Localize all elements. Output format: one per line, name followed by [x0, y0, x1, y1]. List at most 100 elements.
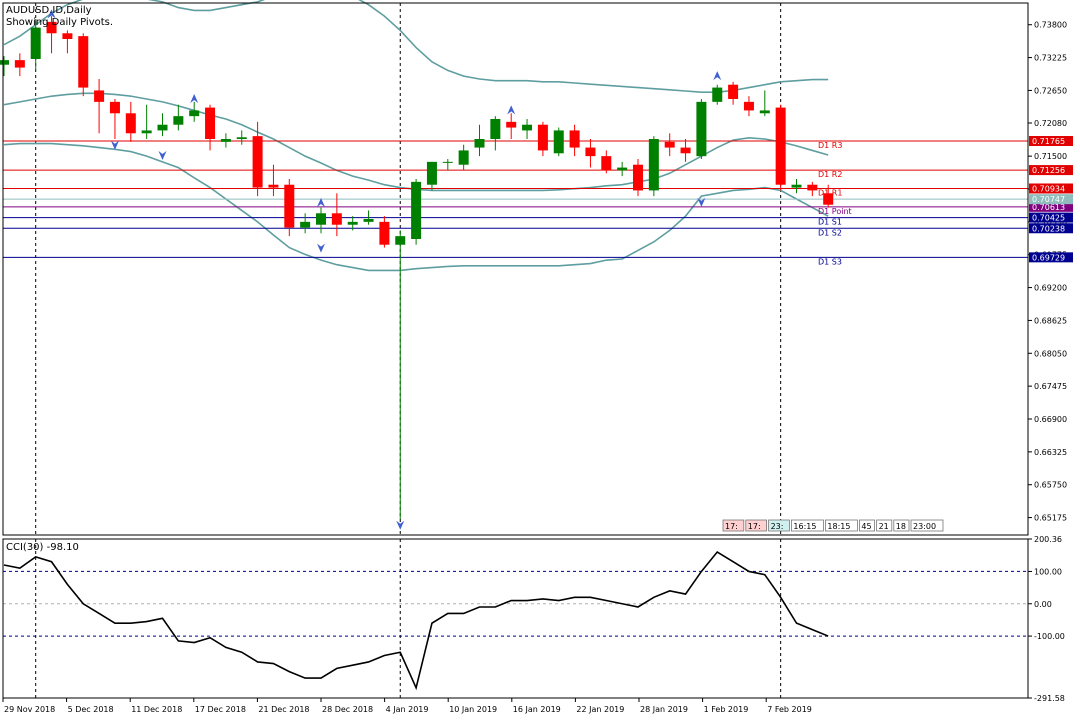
- main-panel-frame: [2, 2, 1029, 536]
- session-label: 45: [861, 522, 871, 531]
- price-tick-label: 0.65175: [1034, 514, 1067, 523]
- candle-body: [46, 21, 57, 34]
- time-tick-label: 28 Jan 2019: [640, 705, 688, 714]
- candle-body: [347, 221, 358, 225]
- candle-body: [109, 101, 120, 114]
- session-label: 21: [879, 522, 889, 531]
- fractal-down-icon: [317, 243, 325, 253]
- candle-body: [331, 213, 342, 225]
- price-tick-label: 0.66900: [1034, 415, 1067, 424]
- time-tick-label: 21 Dec 2018: [258, 705, 309, 714]
- session-box: [859, 519, 876, 532]
- bid-price-box: [1029, 194, 1073, 205]
- pivot-line-label: D1 S3: [818, 257, 842, 266]
- candle-body: [823, 193, 834, 205]
- candle-body: [680, 147, 691, 154]
- fractal-down-icon: [396, 520, 405, 530]
- time-tick-label: 16 Jan 2019: [513, 705, 561, 714]
- candle-body: [617, 167, 628, 171]
- candle-body: [220, 139, 231, 142]
- candle-body: [807, 184, 818, 191]
- pivot-price-box: [1029, 212, 1073, 223]
- candle-body: [458, 150, 469, 165]
- candle-body: [490, 119, 501, 139]
- candle-body: [601, 156, 612, 171]
- pivot-price-box: [1029, 201, 1073, 212]
- time-tick-label: 28 Dec 2018: [322, 705, 373, 714]
- price-tick-label: 0.65750: [1034, 481, 1067, 490]
- session-label: 16:15: [793, 522, 816, 531]
- time-tick-label: 4 Jan 2019: [386, 705, 429, 714]
- cci-panel-frame: [2, 538, 1029, 699]
- fractal-up-icon: [507, 105, 516, 115]
- candle-body: [125, 113, 136, 134]
- time-tick-label: 5 Dec 2018: [68, 705, 114, 714]
- session-box: [768, 519, 790, 532]
- candle-body: [157, 124, 168, 131]
- pivot-price-label: 0.70934: [1032, 184, 1065, 193]
- pivot-price-box: [1029, 223, 1073, 234]
- candle-body: [411, 181, 422, 239]
- time-tick-label: 17 Dec 2018: [195, 705, 246, 714]
- candle-body: [743, 101, 754, 111]
- session-label: 18:15: [827, 522, 850, 531]
- candle-body: [775, 107, 786, 185]
- fractal-up-icon: [317, 198, 325, 207]
- candle-body: [553, 130, 564, 154]
- candle-body: [569, 130, 580, 148]
- fractal-down-icon: [110, 140, 119, 150]
- candle-body: [14, 60, 25, 68]
- candle-body: [78, 36, 89, 88]
- session-label: 23:: [771, 522, 784, 531]
- candle-body: [537, 124, 548, 151]
- candle-body: [696, 101, 707, 157]
- session-box: [893, 519, 910, 532]
- pivot-price-label: 0.71765: [1032, 137, 1065, 146]
- price-tick-label: 0.72650: [1034, 86, 1067, 95]
- candle-body: [268, 184, 279, 188]
- session-box: [825, 519, 858, 532]
- price-tick-label: 0.73225: [1034, 54, 1067, 63]
- price-tick-label: 0.72080: [1034, 119, 1067, 128]
- candle-body: [395, 236, 406, 245]
- time-tick-label: 7 Feb 2019: [767, 705, 812, 714]
- fractal-up-icon: [190, 94, 199, 103]
- pivot-price-box: [1029, 165, 1073, 176]
- cci-tick-label: -100.00: [1034, 632, 1065, 641]
- candle-body: [759, 110, 770, 114]
- candle-body: [474, 139, 485, 148]
- candle-body: [712, 87, 723, 102]
- candle-body: [522, 124, 533, 131]
- price-tick-label: 0.69200: [1034, 284, 1067, 293]
- candle-body: [189, 110, 200, 117]
- symbol-label: AUDUSD.ID,Daily: [6, 5, 92, 16]
- candle-body: [728, 84, 739, 99]
- session-label: 17:: [725, 522, 738, 531]
- candle-body: [633, 164, 643, 191]
- pivot-line-label: D1 R3: [818, 141, 842, 150]
- time-tick-label: 10 Jan 2019: [449, 705, 497, 714]
- session-label: 23:00: [913, 522, 936, 531]
- price-tick-label: 0.73800: [1034, 21, 1067, 30]
- candle-body: [791, 184, 802, 188]
- fractal-up-icon: [47, 9, 56, 19]
- candle-body: [0, 60, 9, 65]
- pivot-price-label: 0.69729: [1032, 253, 1065, 262]
- pivot-line-label: D1 R1: [818, 188, 842, 197]
- bid-price-label: 0.70747: [1032, 195, 1065, 204]
- time-tick-label: 1 Feb 2019: [704, 705, 749, 714]
- session-box: [745, 519, 767, 532]
- pivot-price-label: 0.70238: [1032, 224, 1065, 233]
- pivot-price-label: 0.70425: [1032, 214, 1065, 223]
- candle-body: [585, 147, 596, 157]
- candle-body: [316, 213, 326, 225]
- candle-body: [205, 107, 216, 139]
- price-tick-label: 0.66325: [1034, 448, 1067, 457]
- bollinger-upper-line: [3, 0, 829, 93]
- fractal-up-icon: [713, 71, 722, 81]
- candle-body: [426, 161, 437, 185]
- candle-body: [442, 161, 453, 163]
- pivot-price-box: [1029, 252, 1073, 263]
